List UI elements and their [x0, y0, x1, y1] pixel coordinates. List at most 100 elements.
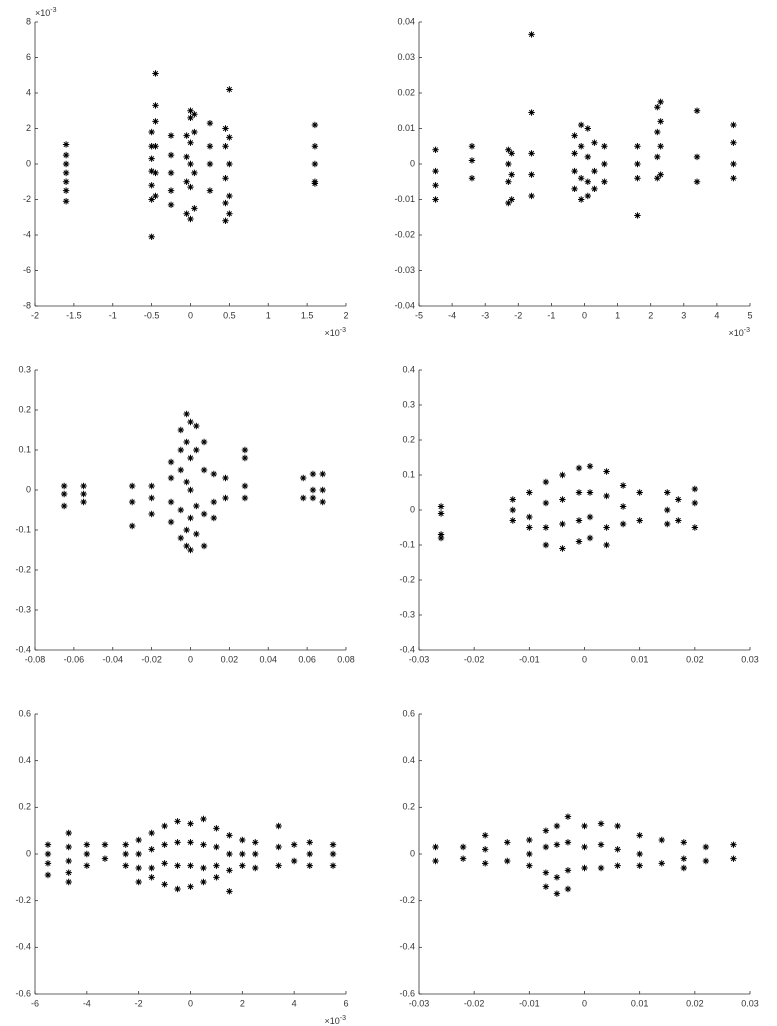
data-point [432, 146, 439, 153]
data-point [586, 489, 594, 496]
data-point [432, 857, 439, 865]
data-point [636, 832, 643, 839]
data-point [135, 836, 142, 844]
data-point [183, 132, 190, 139]
data-point [575, 538, 583, 545]
data-point [664, 520, 671, 528]
data-point [597, 841, 605, 848]
data-point [603, 492, 610, 500]
data-point [730, 175, 737, 182]
y-tick-label: 0 [26, 158, 31, 168]
data-point [528, 150, 535, 157]
data-point [571, 185, 578, 193]
data-point [226, 850, 233, 858]
data-point [226, 160, 233, 168]
data-point [437, 534, 445, 542]
y-tick-label: 2 [26, 123, 31, 133]
data-point [553, 822, 561, 830]
data-point [148, 846, 155, 853]
x-tick-label: -0.02 [464, 654, 485, 664]
data-point [329, 850, 337, 858]
data-point [122, 841, 129, 848]
data-point [83, 841, 91, 848]
data-point [161, 822, 168, 830]
multiplier-base: ×10 [728, 328, 743, 338]
data-point [559, 471, 566, 479]
data-point [581, 822, 588, 830]
data-point [329, 841, 337, 848]
data-point [226, 888, 233, 895]
data-point [702, 843, 710, 851]
data-point [634, 143, 641, 150]
x-tick-label: -2 [135, 998, 143, 1008]
data-point [200, 438, 208, 446]
x-tick-label: 0 [188, 998, 193, 1008]
data-point [226, 192, 233, 200]
data-point [509, 506, 516, 514]
data-point [60, 490, 68, 498]
data-point [542, 478, 550, 486]
data-point [468, 157, 476, 164]
data-point [509, 517, 516, 524]
data-point [619, 482, 627, 489]
data-point [603, 541, 610, 549]
data-point [152, 118, 159, 125]
x-tick-label: -2 [514, 310, 522, 320]
x-tick-label: 0 [582, 654, 587, 664]
y-tick-label: -0.01 [394, 194, 415, 204]
y-tick-label: -0.2 [399, 895, 415, 905]
data-point [191, 128, 198, 136]
x-tick-label: -0.02 [464, 998, 485, 1008]
data-point [177, 506, 184, 514]
data-point [241, 446, 249, 454]
data-point [482, 832, 489, 839]
data-point [187, 546, 194, 554]
data-point [167, 201, 175, 209]
x-tick-label: 2 [343, 310, 348, 320]
data-point [65, 869, 72, 876]
x-tick-label: 4 [292, 998, 297, 1008]
data-point [252, 839, 259, 846]
data-point [200, 878, 207, 886]
data-point [603, 468, 610, 475]
data-point [193, 502, 200, 510]
data-point [62, 169, 70, 177]
data-point [730, 160, 737, 168]
data-point [275, 822, 282, 830]
data-point [542, 541, 550, 549]
data-point [553, 841, 561, 848]
data-point [591, 139, 598, 146]
data-point [691, 485, 699, 493]
data-point [200, 864, 207, 872]
data-point [528, 192, 535, 200]
x-tick-label: 0.5 [223, 310, 236, 320]
x-tick-label: -0.04 [102, 654, 123, 664]
x-tick-label: 1 [266, 310, 271, 320]
data-point [571, 132, 578, 139]
data-point [564, 885, 572, 893]
y-tick-label: 0.2 [18, 802, 31, 812]
axis-multiplier: ×10-3 [728, 327, 750, 339]
data-point [553, 890, 561, 897]
data-point [222, 143, 229, 150]
data-point [290, 857, 298, 865]
data-point [44, 860, 52, 867]
data-point [222, 474, 229, 482]
data-point [152, 102, 159, 109]
x-tick-label: -1 [547, 310, 555, 320]
data-point [213, 874, 220, 881]
data-point [241, 494, 249, 502]
data-point [526, 489, 533, 496]
data-point [148, 155, 155, 162]
data-point [691, 499, 699, 507]
data-point [658, 860, 665, 867]
x-tick-label: 0.02 [221, 654, 239, 664]
y-tick-label: 0.01 [397, 123, 415, 133]
y-tick-label: 0 [410, 158, 415, 168]
data-point [80, 482, 87, 490]
data-point [222, 175, 229, 182]
data-point [586, 534, 594, 542]
data-point [193, 530, 200, 538]
data-point [559, 496, 566, 503]
data-point [468, 143, 476, 150]
